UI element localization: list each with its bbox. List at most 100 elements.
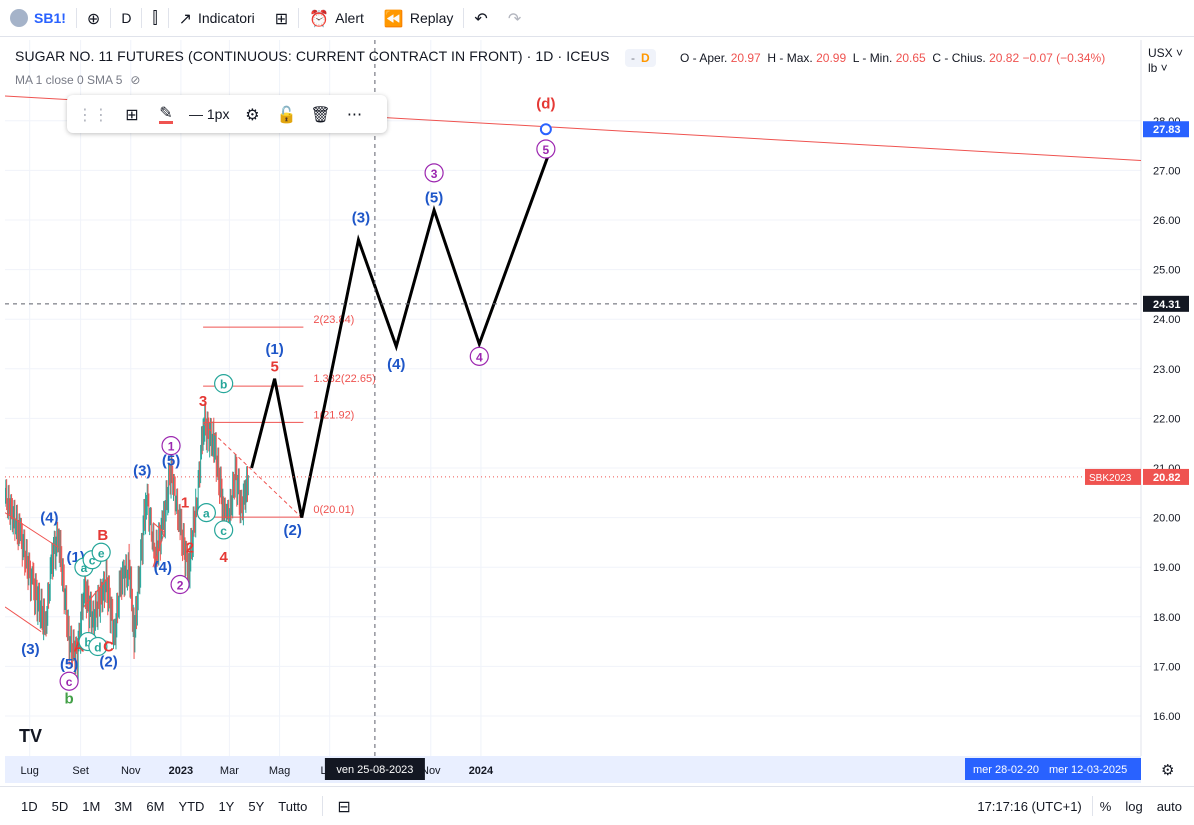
- gear-icon: ⚙: [245, 104, 260, 124]
- fib-level-label: 2(23.84): [313, 314, 354, 326]
- templates-button[interactable]: ⊞: [265, 0, 298, 37]
- date-range-icon[interactable]: ⊟: [337, 796, 351, 816]
- line-width-label: 1px: [206, 106, 230, 122]
- wave-label-circle: [536, 139, 556, 159]
- y-tick-label: 19.00: [1153, 562, 1181, 574]
- range-button-ytd[interactable]: YTD: [178, 798, 205, 814]
- wave-label: (5): [60, 656, 78, 673]
- replay-button[interactable]: ⏪ Replay: [374, 0, 464, 37]
- wave-label-circle: [424, 163, 444, 183]
- y-tick-label: 24.00: [1153, 314, 1181, 326]
- wave-label: (2): [99, 653, 117, 670]
- wave-label: a: [203, 507, 210, 521]
- target-marker[interactable]: [539, 123, 552, 136]
- alert-button[interactable]: ⏰ Alert: [299, 0, 374, 37]
- wave-label-circle: [170, 574, 190, 595]
- chart-title: SUGAR NO. 11 FUTURES (CONTINUOUS: CURREN…: [15, 48, 610, 64]
- wave-label: c: [220, 524, 227, 538]
- replay-label: Replay: [409, 10, 454, 26]
- line-color-button[interactable]: ✎: [151, 99, 181, 129]
- price-axis-tag-text: 27.83: [1153, 124, 1181, 136]
- ma-label: MA 1 close 0 SMA 5: [15, 73, 123, 87]
- currency-unit-selector[interactable]: USX ˅ lb ˅: [1148, 46, 1183, 76]
- redo-button[interactable]: ↷: [498, 0, 531, 37]
- delete-button[interactable]: 🗑: [305, 99, 335, 129]
- wave-label: a: [81, 561, 88, 575]
- date-range-box: [965, 758, 1141, 780]
- wave-label: 1: [168, 440, 175, 454]
- chart-type-button[interactable]: ⫿: [142, 0, 167, 37]
- pencil-icon: ✎: [159, 102, 173, 124]
- unit-label: lb: [1147, 61, 1158, 75]
- trendline[interactable]: [5, 512, 59, 548]
- ma-indicator-legend[interactable]: MA 1 close 0 SMA 5 ⊘: [15, 73, 140, 87]
- symbol-search[interactable]: SB1!: [0, 0, 76, 37]
- price-axis-tag-text: 20.82: [1153, 472, 1181, 484]
- pill-dash: -: [631, 51, 635, 65]
- range-button-1d[interactable]: 1D: [21, 798, 38, 814]
- percent-toggle[interactable]: %: [1099, 798, 1112, 814]
- log-toggle[interactable]: log: [1125, 798, 1143, 814]
- price-axis-tag-text: 24.31: [1153, 299, 1181, 311]
- trendline[interactable]: [152, 532, 165, 568]
- interval-button[interactable]: D: [111, 0, 141, 37]
- x-tick-label: Lug: [20, 765, 38, 777]
- auto-toggle[interactable]: auto: [1156, 798, 1182, 814]
- lock-button[interactable]: 🔓: [271, 99, 301, 129]
- high-label: H - Max.: [767, 51, 813, 65]
- range-button-tutto[interactable]: Tutto: [278, 798, 308, 814]
- range-button-5y[interactable]: 5Y: [248, 798, 265, 814]
- symbol-logo: [10, 9, 28, 27]
- date-range-end-label: mer 12-03-2025: [1049, 764, 1127, 776]
- indicators-button[interactable]: ↗ Indicatori: [169, 0, 265, 37]
- line-width-button[interactable]: — 1px: [185, 99, 233, 129]
- eye-off-icon[interactable]: ⊘: [130, 73, 141, 87]
- grid-icon: ⊞: [274, 8, 289, 28]
- y-tick-label: 20.00: [1153, 513, 1181, 525]
- wave-label: (4): [154, 559, 172, 576]
- trendline[interactable]: [202, 422, 303, 518]
- wave-label: 1: [181, 495, 189, 512]
- price-axis-tag: [1143, 295, 1189, 312]
- drag-handle[interactable]: ⋮⋮: [73, 99, 113, 129]
- wave-label: d: [94, 641, 101, 655]
- range-button-3m[interactable]: 3M: [114, 798, 133, 814]
- x-tick-label: Mag: [269, 765, 290, 777]
- wave-label-circle: [91, 542, 111, 562]
- separator: [141, 8, 143, 28]
- range-buttons: 1D 5D 1M 3M 6M YTD 1Y 5Y Tutto: [0, 799, 314, 814]
- clock-label[interactable]: 17:17:16 (UTC+1): [977, 798, 1082, 814]
- top-toolbar: SB1! ⊕ D ⫿ ↗ Indicatori ⊞ ⏰ Alert ⏪ Repl…: [0, 0, 1194, 37]
- trendline[interactable]: [83, 576, 109, 608]
- x-tick-label: Nov: [121, 765, 141, 777]
- trendline[interactable]: [152, 522, 165, 533]
- separator: [322, 796, 324, 816]
- range-button-6m[interactable]: 6M: [146, 798, 165, 814]
- open-value: 20.97: [730, 51, 761, 65]
- chart-panel[interactable]: 16.0017.0018.0019.0020.0021.0022.0023.00…: [5, 40, 1191, 783]
- projection-path[interactable]: [250, 150, 552, 518]
- range-button-5d[interactable]: 5D: [51, 798, 69, 814]
- x-tick-label: 2023: [169, 765, 193, 777]
- price-axis-tag: [1143, 121, 1189, 138]
- x-tick-label: 2024: [469, 765, 494, 777]
- range-button-1y[interactable]: 1Y: [218, 798, 235, 814]
- more-button[interactable]: ···: [339, 99, 369, 129]
- chevron-down-icon: ˅: [1175, 46, 1183, 60]
- compare-button[interactable]: ⊕: [77, 0, 110, 37]
- separator: [110, 8, 112, 28]
- range-button-1m[interactable]: 1M: [82, 798, 101, 814]
- separator: [298, 8, 300, 28]
- market-status-pill[interactable]: - D: [625, 49, 656, 67]
- drawing-toolbar: ⋮⋮ ⊞ ✎ — 1px ⚙ 🔓 🗑 ···: [67, 95, 387, 133]
- separator: [1091, 796, 1093, 816]
- currency-label: USX: [1147, 46, 1173, 60]
- wave-label: (2): [284, 522, 302, 539]
- trendline[interactable]: [5, 606, 42, 633]
- settings-button[interactable]: ⚙: [237, 99, 267, 129]
- crosshair-date-box: [324, 758, 425, 780]
- price-chart[interactable]: 16.0017.0018.0019.0020.0021.0022.0023.00…: [5, 40, 1191, 783]
- templates-button[interactable]: ⊞: [117, 99, 147, 129]
- undo-button[interactable]: ↶: [464, 0, 497, 37]
- wave-label: (5): [162, 453, 180, 470]
